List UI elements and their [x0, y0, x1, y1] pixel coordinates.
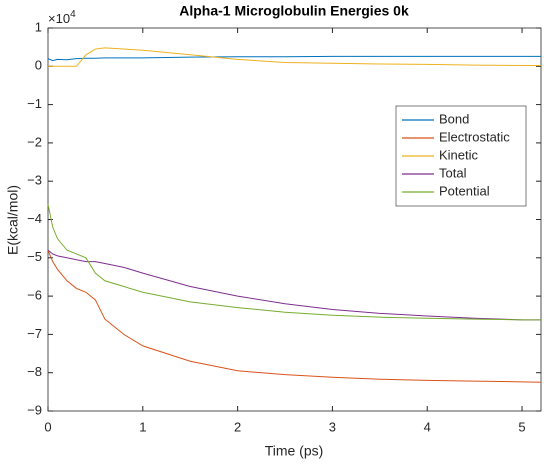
y-tick-label: −9: [27, 402, 42, 417]
y-tick-label: −1: [27, 96, 42, 111]
y-tick-label: −3: [27, 173, 42, 188]
x-tick-label: 0: [44, 419, 51, 434]
legend-label: Bond: [439, 111, 469, 126]
legend-label: Total: [439, 165, 467, 180]
x-tick-label: 1: [139, 419, 146, 434]
y-tick-label: −4: [27, 211, 42, 226]
y-tick-label: 1: [35, 19, 42, 34]
y-tick-label: −7: [27, 326, 42, 341]
y-tick-label: −5: [27, 249, 42, 264]
legend-label: Electrostatic: [439, 129, 510, 144]
x-tick-label: 2: [234, 419, 241, 434]
x-tick-label: 4: [424, 419, 431, 434]
series-line: [47, 55, 541, 62]
chart-title: Alpha-1 Microglobulin Energies 0k: [179, 3, 409, 19]
exponent-base: ×10: [48, 11, 70, 26]
y-tick-label: −2: [27, 134, 42, 149]
y-exponent: ×104: [48, 9, 76, 27]
series-line: [47, 204, 541, 321]
exponent-power: 4: [70, 9, 76, 20]
x-axis-label: Time (ps): [265, 443, 324, 459]
series-line: [47, 249, 541, 321]
legend: Bond Electrostatic Kinetic Total Potential: [395, 105, 527, 207]
legend-label: Kinetic: [439, 147, 479, 162]
y-tick-label: −6: [27, 288, 42, 303]
y-axis-label: E(kcal/mol): [5, 185, 21, 255]
plot-area: [47, 27, 542, 412]
series-line: [48, 47, 541, 67]
legend-label: Potential: [439, 183, 490, 198]
y-tick-label: 0: [35, 58, 42, 73]
x-tick-label: 5: [518, 419, 525, 434]
series-line: [47, 249, 542, 383]
y-tick-label: −8: [27, 364, 42, 379]
x-tick-label: 3: [329, 419, 336, 434]
